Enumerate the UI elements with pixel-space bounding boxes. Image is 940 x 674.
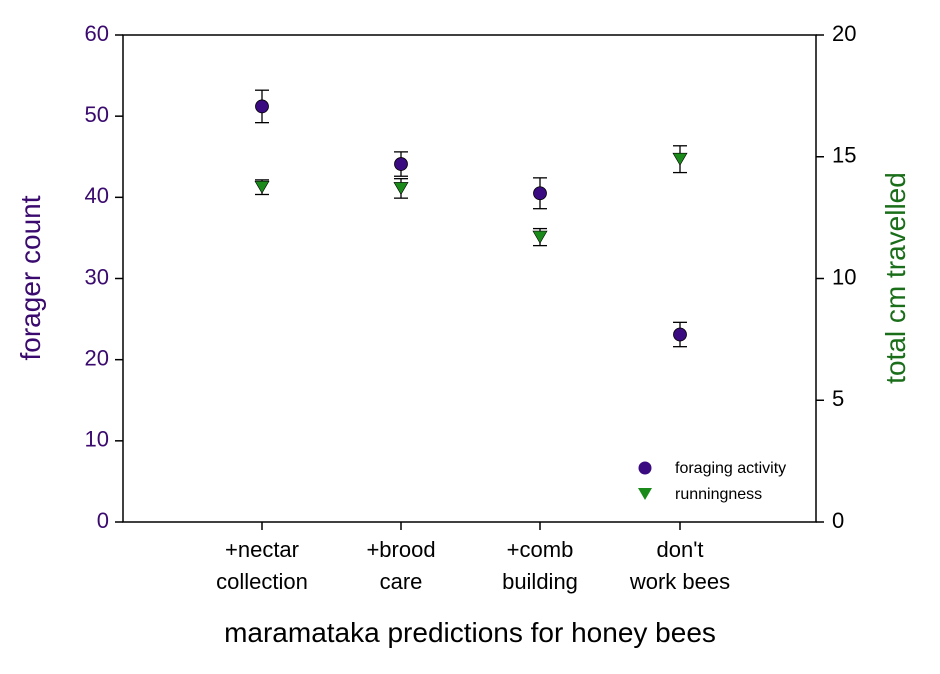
x-tick-label: collection: [216, 569, 308, 594]
legend-marker-runningness: [638, 488, 652, 500]
point-foraging-activity: [673, 327, 687, 342]
left-tick-label: 20: [85, 345, 109, 370]
data-marks: [254, 89, 688, 348]
y-axis-title-left: forager count: [15, 195, 46, 360]
left-tick-label: 0: [97, 508, 109, 533]
x-tick-label: +nectar: [225, 537, 299, 562]
x-tick-label: care: [380, 569, 423, 594]
y-axis-title-right: total cm travelled: [880, 172, 911, 384]
left-tick-label: 50: [85, 102, 109, 127]
x-tick-label: building: [502, 569, 578, 594]
point-runningness: [254, 180, 270, 194]
left-axis: 0 10 20 30 40 50 60: [85, 21, 123, 533]
right-tick-label: 5: [832, 386, 844, 411]
x-tick-label: +brood: [366, 537, 435, 562]
left-tick-label: 40: [85, 183, 109, 208]
point-foraging-activity: [394, 157, 408, 171]
legend-label-foraging-activity: foraging activity: [675, 460, 786, 477]
right-tick-label: 0: [832, 508, 844, 533]
point-foraging-activity: [533, 186, 547, 201]
x-axis: +nectar collection +brood care +comb building…: [216, 522, 730, 594]
legend: foraging activity runningness: [638, 460, 786, 503]
left-tick-label: 10: [85, 427, 109, 452]
point-runningness: [672, 152, 688, 166]
legend-marker-foraging-activity: [638, 461, 652, 475]
right-tick-label: 20: [832, 21, 856, 46]
point-runningness: [532, 230, 548, 244]
right-tick-label: 10: [832, 264, 856, 289]
right-tick-label: 15: [832, 143, 856, 168]
point-runningness: [393, 182, 409, 196]
left-tick-label: 30: [85, 264, 109, 289]
x-tick-label: work bees: [629, 569, 730, 594]
x-axis-title: maramataka predictions for honey bees: [224, 617, 716, 648]
x-tick-label: +comb: [507, 537, 574, 562]
x-tick-label: don't: [656, 537, 703, 562]
point-foraging-activity: [255, 99, 269, 114]
left-tick-label: 60: [85, 21, 109, 46]
legend-label-runningness: runningness: [675, 486, 762, 503]
right-axis: 0 5 10 15 20: [816, 21, 856, 533]
plot-frame: [122, 34, 817, 523]
